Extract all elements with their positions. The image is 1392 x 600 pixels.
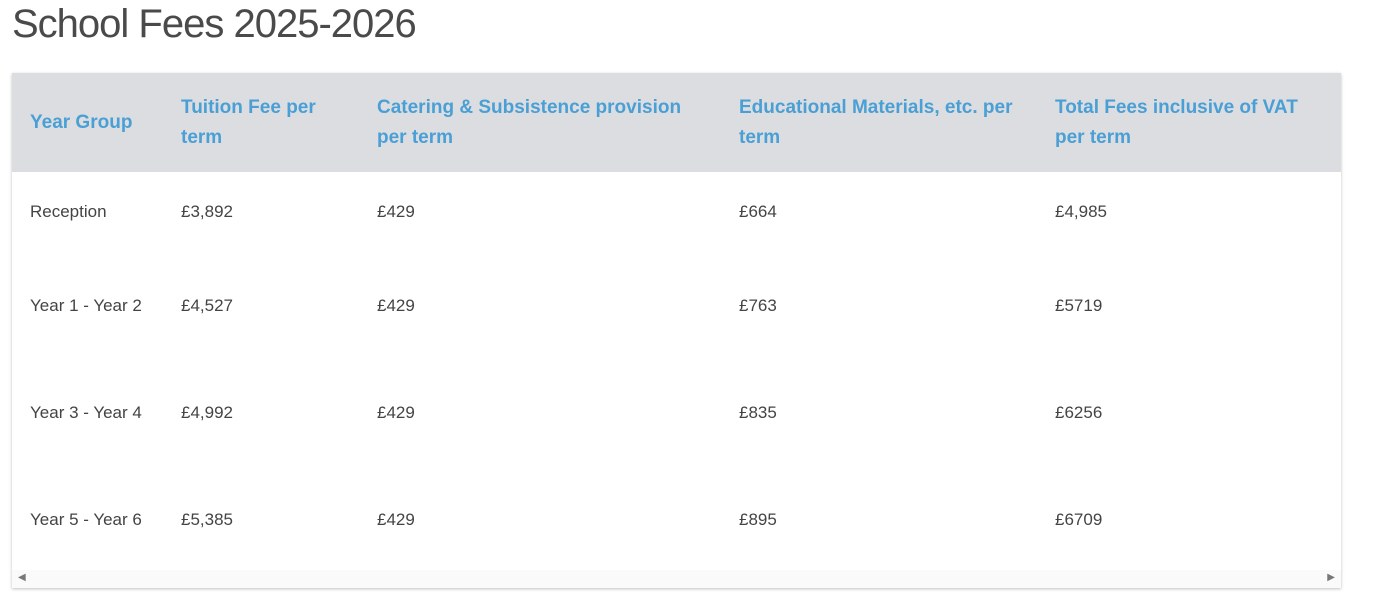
table-cell: £4,985 <box>1055 202 1107 221</box>
table-cell: £895 <box>739 509 777 529</box>
table-row: Year 1 - Year 2 £4,527 £429 £763 £5719 <box>12 252 1341 359</box>
column-header: Total Fees inclusive of VAT per term <box>1037 73 1341 172</box>
table-cell: Reception <box>30 202 107 221</box>
table-cell: £429 <box>377 402 415 422</box>
table-cell: £429 <box>377 202 415 221</box>
column-header: Educational Materials, etc. per term <box>721 73 1037 172</box>
table-cell: £429 <box>377 509 415 529</box>
scroll-right-arrow[interactable]: ▶ <box>1327 572 1335 583</box>
table-row: Reception £3,892 £429 £664 £4,985 <box>12 172 1341 252</box>
table-cell: £835 <box>739 402 777 422</box>
table-cell: £664 <box>739 202 777 221</box>
table-cell: £5,385 <box>181 509 233 529</box>
table-cell: £5719 <box>1055 295 1103 315</box>
table-body: Reception £3,892 £429 £664 £4,985 Year 1 - Ye… <box>12 172 1341 573</box>
table-row: Year 3 - Year 4 £4,992 £429 £835 £6256 <box>12 359 1341 466</box>
page-title: School Fees 2025-2026 <box>12 2 417 46</box>
column-header: Tuition Fee per term <box>163 73 359 172</box>
fees-table: Year Group Tuition Fee per term Catering &… <box>12 73 1341 573</box>
table-cell: £6709 <box>1055 509 1103 529</box>
table-cell: £763 <box>739 295 777 315</box>
table-cell: £4,992 <box>181 402 233 422</box>
table-cell: Year 3 - Year 4 <box>30 402 142 422</box>
scroll-left-arrow[interactable]: ◀ <box>18 572 26 583</box>
table-cell: £429 <box>377 295 415 315</box>
table-cell: Year 1 - Year 2 <box>30 295 142 315</box>
table-cell: Year 5 - Year 6 <box>30 509 142 529</box>
table-container: Year Group Tuition Fee per term Catering &… <box>12 73 1341 588</box>
horizontal-scrollbar[interactable]: ◀ ▶ <box>12 570 1341 588</box>
column-header: Catering & Subsistence provision per ter… <box>359 73 721 172</box>
table-cell: £6256 <box>1055 402 1103 422</box>
header-row: Year Group Tuition Fee per term Catering &… <box>12 73 1341 172</box>
column-header: Year Group <box>12 73 163 172</box>
table-cell: £3,892 <box>181 202 233 221</box>
table-row: Year 5 - Year 6 £5,385 £429 £895 £6709 <box>12 466 1341 573</box>
table-cell: £4,527 <box>181 295 233 315</box>
